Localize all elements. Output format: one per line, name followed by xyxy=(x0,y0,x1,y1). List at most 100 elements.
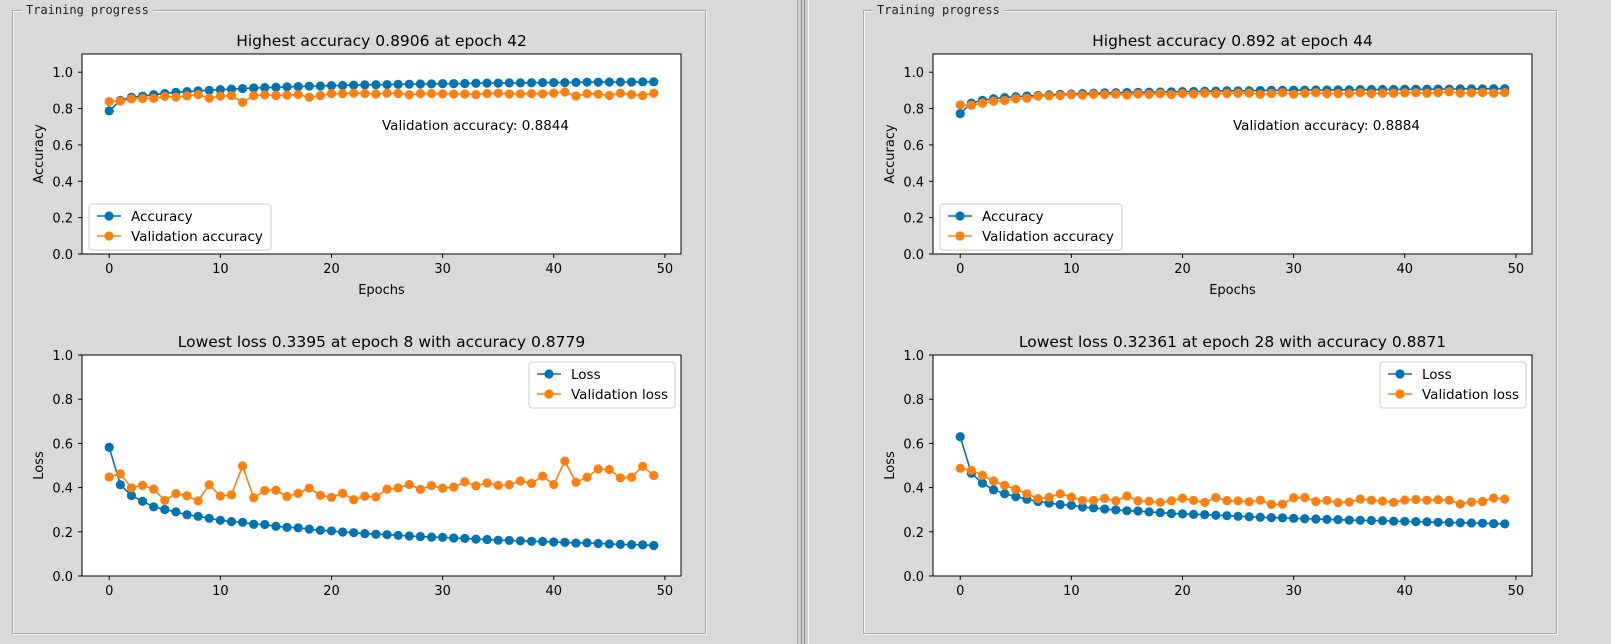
y-tick-label: 0.6 xyxy=(903,437,924,452)
chart-title: Highest accuracy 0.892 at epoch 44 xyxy=(1092,32,1373,50)
data-point xyxy=(315,490,325,500)
x-tick-label: 10 xyxy=(212,584,229,599)
data-point xyxy=(515,78,526,88)
data-point xyxy=(571,477,581,487)
data-point xyxy=(1433,517,1443,527)
data-point xyxy=(1189,509,1199,519)
data-point xyxy=(1300,88,1310,98)
x-tick-label: 40 xyxy=(1396,584,1413,599)
data-point xyxy=(315,90,325,101)
data-point xyxy=(382,484,392,494)
data-point xyxy=(1444,87,1454,97)
data-point xyxy=(171,488,181,499)
data-point xyxy=(1100,504,1110,514)
x-tick-label: 40 xyxy=(1396,262,1413,277)
data-point xyxy=(1077,495,1088,506)
data-point xyxy=(449,79,459,89)
data-point xyxy=(504,480,514,490)
data-point xyxy=(1211,89,1221,99)
data-point xyxy=(582,77,592,87)
annotation-text: Validation accuracy: 0.8884 xyxy=(1233,118,1420,134)
data-point xyxy=(204,513,214,523)
data-point xyxy=(1122,506,1132,516)
data-point xyxy=(204,480,214,490)
data-point xyxy=(538,89,548,99)
data-point xyxy=(237,461,248,471)
y-tick-label: 0.4 xyxy=(52,482,73,497)
data-point xyxy=(526,78,537,88)
data-point xyxy=(1400,88,1410,98)
data-point xyxy=(326,492,337,502)
data-point xyxy=(460,533,470,544)
data-point xyxy=(604,539,614,549)
series-loss xyxy=(104,442,659,551)
data-point xyxy=(304,524,314,534)
data-point xyxy=(1200,497,1210,508)
data-point xyxy=(438,79,448,89)
data-point xyxy=(171,507,181,517)
data-point xyxy=(371,529,381,539)
data-point xyxy=(560,537,570,548)
data-point xyxy=(1011,94,1021,104)
data-point xyxy=(126,94,137,104)
y-axis-label: Accuracy xyxy=(883,124,898,184)
data-point xyxy=(393,79,403,89)
data-point xyxy=(593,77,603,87)
data-point xyxy=(1244,497,1254,507)
data-point xyxy=(482,534,492,545)
data-point xyxy=(1455,499,1465,509)
x-tick-label: 50 xyxy=(1508,262,1525,277)
group-title: Training progress xyxy=(22,2,153,18)
data-point xyxy=(371,492,381,502)
data-point xyxy=(482,78,492,88)
legend-marker xyxy=(104,231,114,241)
data-point xyxy=(649,470,659,481)
data-point xyxy=(649,540,659,551)
data-point xyxy=(1077,90,1088,100)
x-tick-label: 50 xyxy=(657,262,674,277)
data-point xyxy=(493,535,503,545)
data-point xyxy=(360,80,370,90)
data-point xyxy=(549,537,559,547)
series-validation-loss xyxy=(955,463,1510,509)
data-point xyxy=(1222,88,1232,99)
data-point xyxy=(293,523,303,533)
data-point xyxy=(426,88,437,99)
x-tick-label: 10 xyxy=(1063,584,1080,599)
data-point xyxy=(1300,492,1310,503)
data-point xyxy=(226,84,237,94)
data-point xyxy=(1277,88,1288,98)
data-point xyxy=(338,488,348,498)
data-point xyxy=(966,100,976,110)
data-point xyxy=(1333,88,1343,99)
data-point xyxy=(237,517,248,527)
annotation-text: Validation accuracy: 0.8844 xyxy=(382,118,569,134)
data-point xyxy=(988,96,999,106)
chart-accuracy: Highest accuracy 0.892 at epoch 44 0 10 20 3… xyxy=(883,32,1533,298)
y-tick-label: 0.0 xyxy=(52,570,73,585)
data-point xyxy=(415,531,425,542)
x-tick-label: 30 xyxy=(1285,262,1302,277)
data-point xyxy=(626,77,637,87)
data-point xyxy=(1155,497,1165,508)
x-tick-label: 20 xyxy=(323,584,340,599)
data-point xyxy=(260,485,270,496)
data-point xyxy=(504,535,514,546)
panel-splitter[interactable] xyxy=(797,0,809,644)
data-point xyxy=(1266,499,1276,509)
data-point xyxy=(360,528,370,539)
data-point xyxy=(515,89,526,99)
data-point xyxy=(649,88,659,98)
data-point xyxy=(104,106,114,116)
data-point xyxy=(1289,89,1299,99)
data-point xyxy=(1122,90,1132,100)
data-point xyxy=(404,79,414,89)
data-point xyxy=(438,532,448,542)
data-point xyxy=(1333,498,1343,508)
legend-marker xyxy=(544,389,554,399)
splitter-grip[interactable] xyxy=(801,0,805,644)
data-point xyxy=(1244,88,1254,98)
data-point xyxy=(471,89,481,100)
data-point xyxy=(137,93,148,104)
data-point xyxy=(460,78,470,89)
